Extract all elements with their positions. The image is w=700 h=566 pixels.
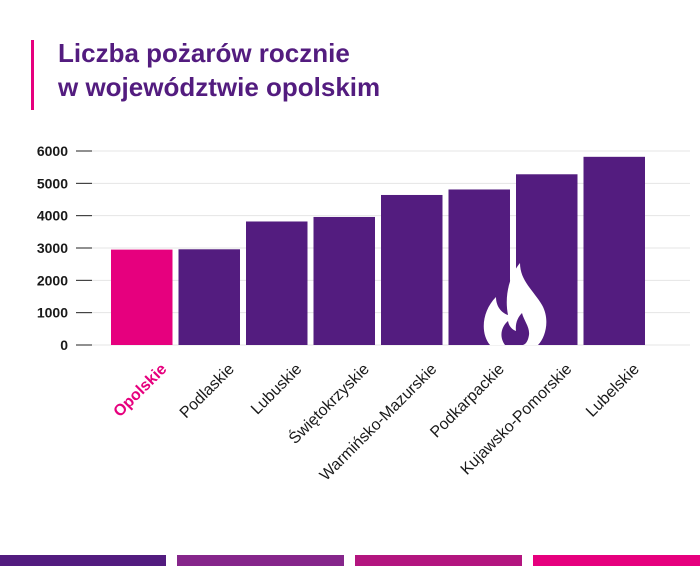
x-category-label: Podlaskie bbox=[177, 361, 238, 422]
x-category-label: Warmińsko-Mazurskie bbox=[317, 361, 441, 485]
x-category-label: Lubelskie bbox=[583, 361, 643, 421]
footer-strip-1 bbox=[0, 555, 166, 566]
title-accent-bar bbox=[31, 40, 34, 110]
bar bbox=[583, 156, 645, 345]
bar bbox=[246, 221, 308, 345]
chart-title-line-2: w województwie opolskim bbox=[58, 72, 381, 102]
bar bbox=[178, 249, 240, 345]
y-tick-label: 5000 bbox=[37, 175, 68, 191]
y-tick-label: 1000 bbox=[37, 305, 68, 321]
bar bbox=[111, 249, 173, 345]
x-category-label: Kujawsko-Pomorskie bbox=[458, 361, 576, 479]
bar bbox=[313, 216, 375, 345]
y-tick-label: 3000 bbox=[37, 240, 68, 256]
flame-icon bbox=[483, 263, 547, 345]
chart-title-line-1: Liczba pożarów rocznie bbox=[58, 38, 350, 68]
footer-strip-3 bbox=[355, 555, 522, 566]
y-tick-label: 6000 bbox=[37, 143, 68, 159]
chart-title: Liczba pożarów rocznie w województwie op… bbox=[58, 36, 380, 104]
x-category-label: Lubuskie bbox=[248, 361, 305, 418]
y-tick-label: 4000 bbox=[37, 208, 68, 224]
footer-strip-2 bbox=[177, 555, 344, 566]
bar bbox=[381, 194, 443, 345]
x-category-label: Opolskie bbox=[111, 361, 171, 421]
y-tick-label: 0 bbox=[60, 337, 68, 353]
y-tick-label: 2000 bbox=[37, 272, 68, 288]
footer-strip-4 bbox=[533, 555, 700, 566]
